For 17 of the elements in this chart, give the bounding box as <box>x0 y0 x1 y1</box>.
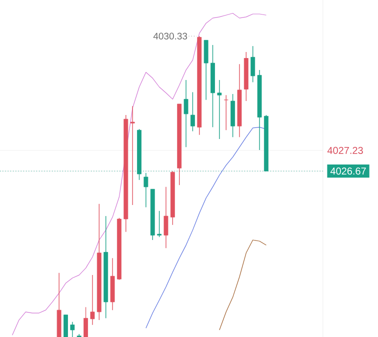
candlestick <box>70 322 75 337</box>
candlestick <box>250 46 256 83</box>
candlestick <box>204 40 208 100</box>
candlestick <box>184 80 188 148</box>
candlestick <box>64 314 68 337</box>
candlestick <box>130 106 135 206</box>
y-tick-label: 4026.67 <box>330 168 366 175</box>
candlestick <box>144 172 148 208</box>
line-series <box>12 12 266 336</box>
candlestick <box>90 274 95 326</box>
annotation: 4030.33 <box>153 32 188 40</box>
line-series <box>219 240 266 330</box>
y-tick-label: 4027.23 <box>327 146 363 154</box>
candlestick <box>190 92 195 132</box>
candlestick <box>217 80 222 140</box>
candlestick <box>157 210 162 238</box>
candlestick <box>164 186 168 248</box>
